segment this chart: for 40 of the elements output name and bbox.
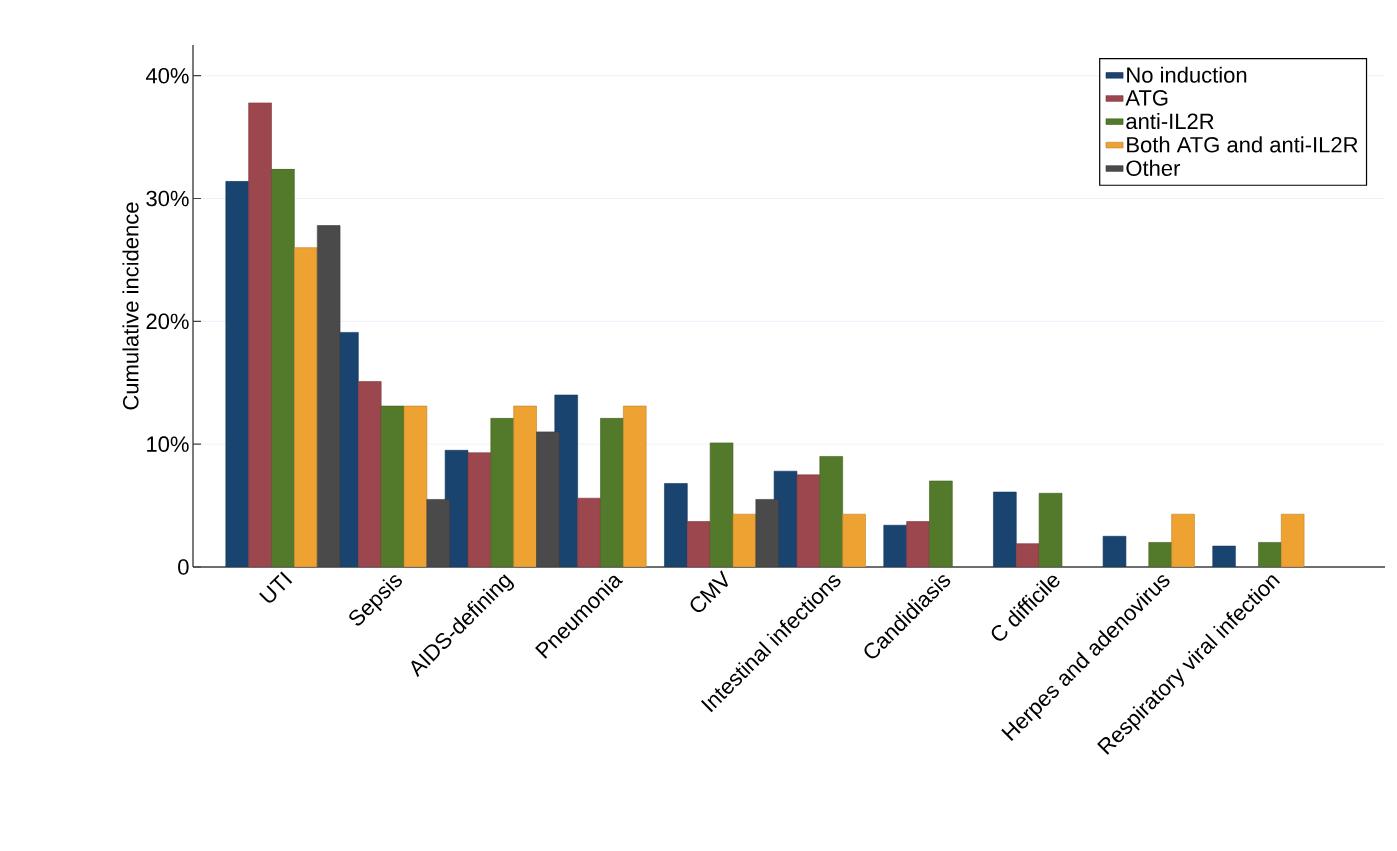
- bar: [993, 491, 1017, 567]
- legend-label: Both ATG and anti-IL2R: [1127, 136, 1358, 153]
- bar: [1258, 542, 1282, 567]
- y-tick-label: 10%: [147, 436, 189, 452]
- bar: [600, 418, 624, 567]
- bar: [709, 442, 734, 567]
- bar: [467, 452, 492, 567]
- x-tick-label: UTI: [259, 571, 293, 603]
- bar: [294, 247, 318, 567]
- bar: [271, 168, 295, 567]
- legend-label: ATG: [1125, 90, 1168, 106]
- bar: [358, 381, 382, 567]
- bar: [842, 513, 866, 567]
- bar: [664, 483, 688, 567]
- bar: [577, 497, 601, 567]
- bar: [248, 102, 272, 567]
- bar: [403, 405, 428, 567]
- y-axis-title: Cumulative incidence: [122, 202, 139, 410]
- bar: [687, 521, 711, 567]
- bar: [819, 456, 843, 567]
- bar: [490, 418, 514, 567]
- bar: [623, 405, 647, 567]
- y-tick-label: 20%: [146, 313, 189, 330]
- legend-label: No induction: [1127, 66, 1247, 83]
- legend-label: anti-IL2R: [1126, 112, 1214, 130]
- bar: [883, 524, 907, 567]
- bar: [225, 181, 249, 567]
- bar: [1015, 543, 1040, 567]
- bar: [906, 521, 930, 567]
- bar: [1038, 493, 1063, 567]
- y-tick-label: 0: [178, 559, 189, 575]
- bar: [929, 480, 953, 567]
- y-tick-label: 40%: [145, 67, 189, 84]
- y-tick-label: 30%: [146, 190, 189, 207]
- bar: [1171, 513, 1195, 567]
- bar: [1148, 542, 1172, 567]
- bar: [796, 474, 821, 567]
- bar: [513, 405, 537, 567]
- bar: [380, 405, 405, 567]
- legend-label: Other: [1126, 159, 1181, 176]
